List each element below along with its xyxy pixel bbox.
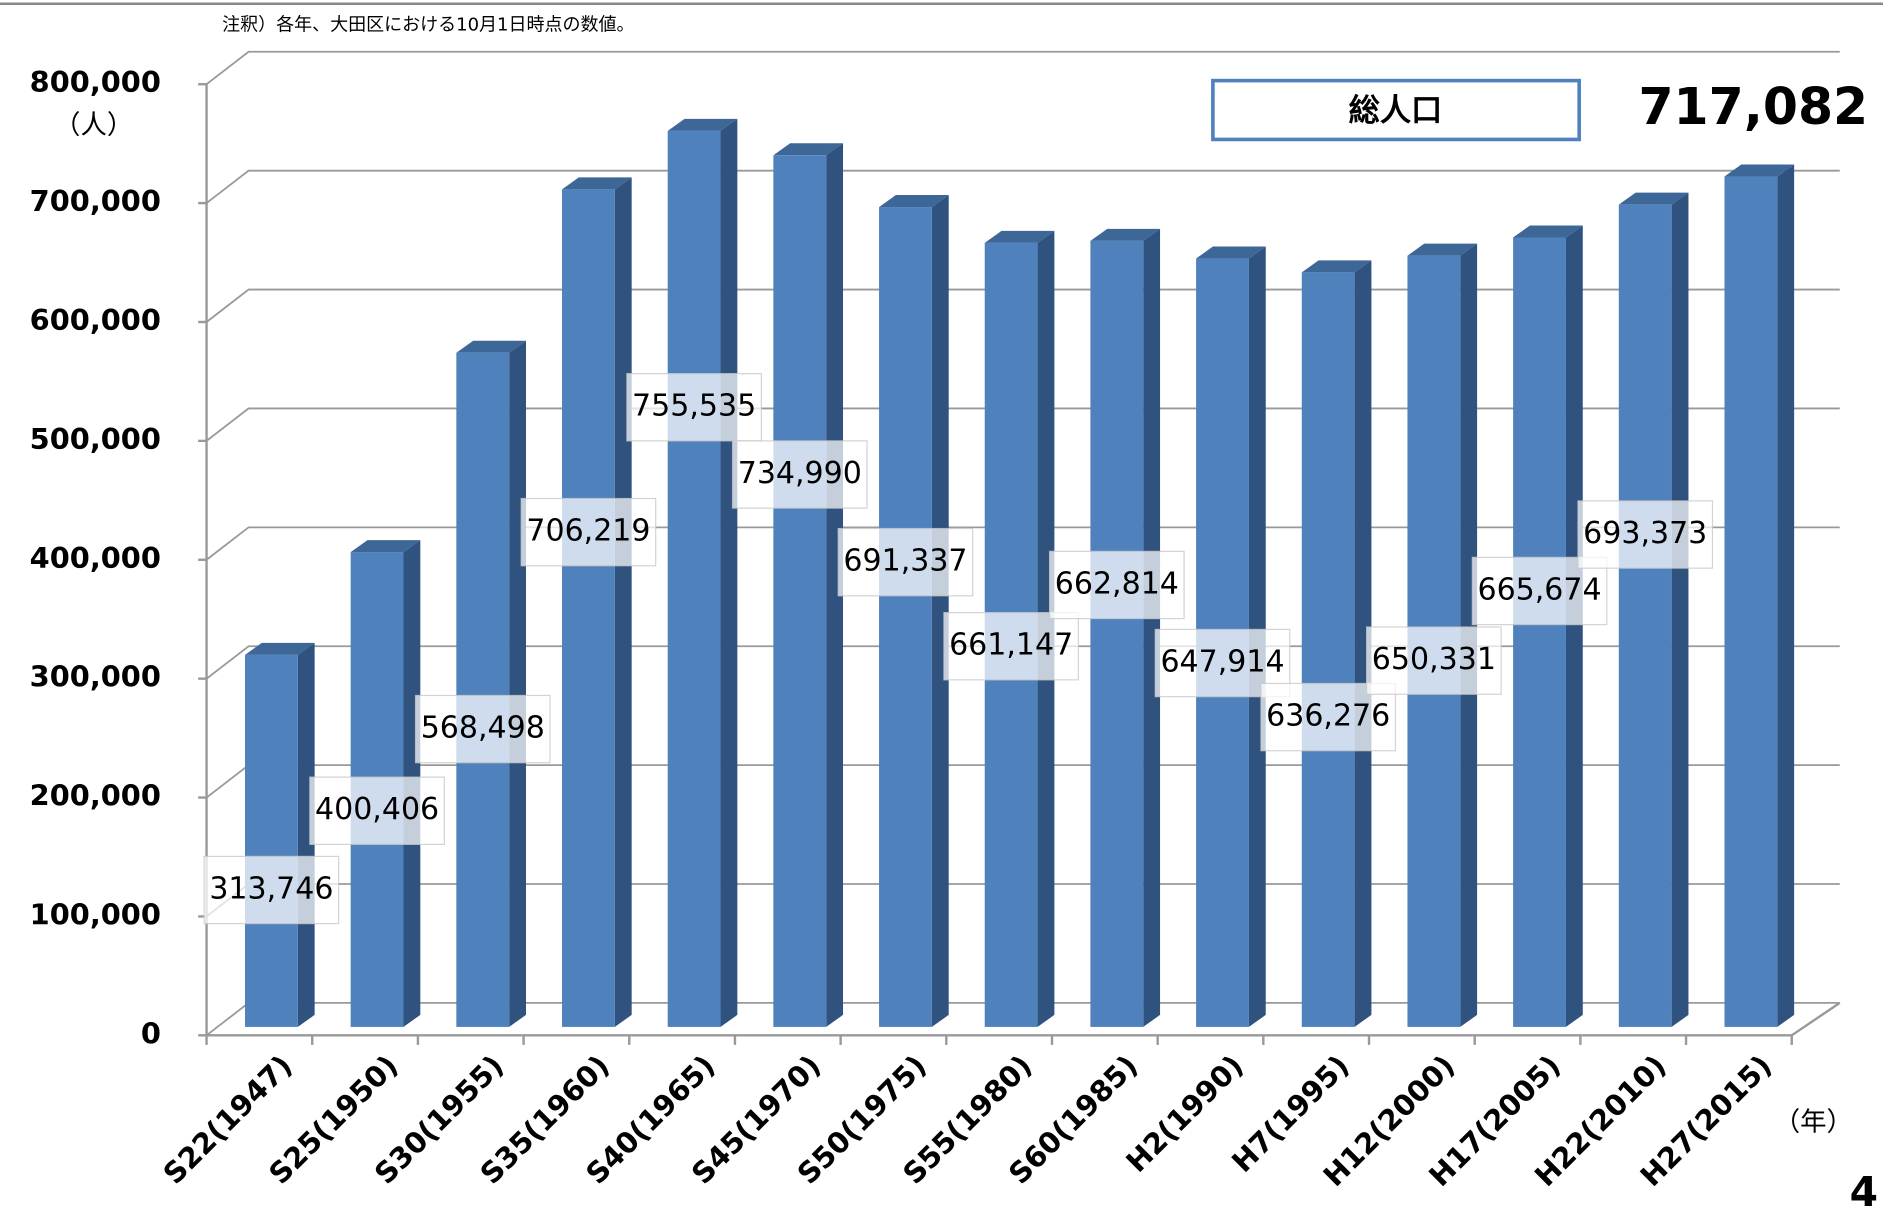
bar [1724,176,1778,1027]
value-label-box [1366,626,1502,695]
bar-side [1354,260,1372,1027]
page-number: 4 [1850,1168,1878,1216]
value-label: 717,082 [1638,77,1868,136]
y-unit: （人） [54,110,133,141]
bar-top [773,143,844,156]
bar-top [984,230,1055,243]
y-tick-label: 600,000 [30,303,161,337]
bar-side [1777,164,1795,1027]
y-tick-label: 200,000 [30,779,161,813]
bar-top [1407,243,1478,256]
value-label: 755,535 [632,389,756,424]
bar [1513,237,1566,1027]
value-label-box [1577,500,1714,569]
bar [562,189,615,1027]
bar-top [1196,246,1266,259]
bar [773,155,827,1027]
value-label-box [837,527,974,597]
value-label: 693,373 [1583,516,1707,551]
value-label-box [309,776,445,845]
value-label: 650,331 [1372,642,1496,677]
value-label-box [520,497,657,567]
bar-top [1618,192,1689,205]
bar-side [1671,192,1689,1027]
bar-side [614,177,632,1027]
bar [667,130,721,1027]
value-label-box [943,612,1080,681]
grid-line [206,50,1840,85]
value-label: 691,337 [843,544,967,579]
value-label-box [203,855,340,925]
value-label: 706,219 [526,514,650,549]
bar [244,654,298,1027]
y-tick-label: 700,000 [30,184,161,218]
bar-side [720,118,738,1027]
value-label: 400,406 [315,792,439,827]
value-label: 734,990 [738,456,862,491]
bar [1090,240,1144,1027]
bar-side [826,143,844,1027]
y-tick-label: 500,000 [30,422,161,456]
value-label-box [731,440,868,509]
y-tick-label: 300,000 [30,660,161,694]
bar-top [879,195,949,208]
bar-side [1565,225,1583,1027]
bar-top [562,177,632,190]
value-label-box [1154,628,1291,698]
value-label-box [414,694,551,764]
value-label: 661,147 [949,628,1073,663]
bar-side [297,642,315,1027]
bar [1618,204,1672,1027]
floor-right [1791,1001,1841,1037]
value-label: 568,498 [421,711,545,746]
value-label: 313,746 [209,872,333,907]
bar-top [667,118,738,131]
bar-top [244,642,315,655]
bar-side [1143,228,1161,1027]
y-tick-label: 800,000 [30,65,161,99]
bar-top [1724,164,1795,177]
legend-box [1211,78,1581,142]
value-label: 636,276 [1266,699,1390,734]
bar-top [456,340,526,353]
value-label-box [1048,550,1185,620]
y-tick-label: 400,000 [30,541,161,575]
bar-top [1301,260,1372,273]
bar-side [931,195,949,1027]
bar-top [1513,225,1583,238]
bar [1301,272,1355,1027]
y-tick-label: 0 [141,1016,161,1050]
y-tick-label: 100,000 [30,897,161,931]
value-label-box [626,373,762,442]
bar-top [350,540,421,553]
value-label: 647,914 [1160,645,1284,680]
bar-side [509,340,526,1027]
bar [879,207,932,1027]
bar [456,352,510,1027]
bar-top [1090,228,1161,241]
x-unit: （年） [1774,1106,1853,1137]
value-label: 665,674 [1477,572,1601,607]
note: 注釈）各年、大田区における10月1日時点の数値。 [222,14,634,35]
value-label: 662,814 [1055,566,1179,601]
legend-label: 総人口 [1349,93,1443,129]
grid-line [206,169,1840,204]
